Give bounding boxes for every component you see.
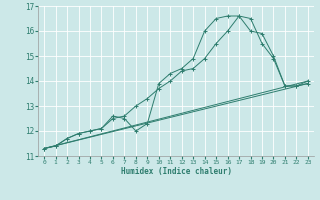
X-axis label: Humidex (Indice chaleur): Humidex (Indice chaleur) (121, 167, 231, 176)
